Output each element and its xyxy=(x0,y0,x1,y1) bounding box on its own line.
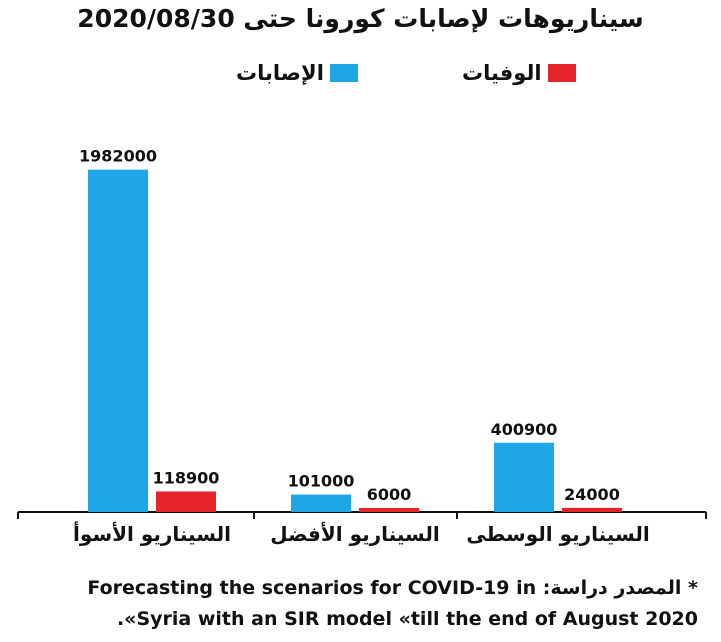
bar-0-2 xyxy=(494,442,554,512)
bar-1-1 xyxy=(359,508,419,512)
footnote-source-line2: Syria with an SIR model «till the end of… xyxy=(116,608,698,630)
category-label-2: السيناريو الوسطى xyxy=(466,522,649,546)
legend-deaths-label: الوفيات xyxy=(462,61,542,85)
bar-value-label-1-0: 118900 xyxy=(153,468,220,487)
bar-value-label-0-0: 1982000 xyxy=(79,147,157,166)
bar-0-1 xyxy=(291,494,351,512)
bar-value-label-1-2: 24000 xyxy=(564,485,620,504)
bar-0-0 xyxy=(88,169,148,512)
bar-value-label-1-1: 6000 xyxy=(367,485,412,504)
legend-infections: الإصابات xyxy=(236,60,358,86)
bar-chart: 1982000 118900 السيناريو الأسوأ 101000 6000 ا… xyxy=(17,147,707,546)
chart-title: سيناريوهات لإصابات كورونا حتى 2020/08/30 xyxy=(77,4,644,33)
legend-deaths: الوفيات xyxy=(462,60,576,86)
footnote-source-line1: * المصدر دراسة: Forecasting the scenario… xyxy=(87,577,698,599)
bar-1-2 xyxy=(562,507,622,512)
legend-deaths-swatch xyxy=(547,64,576,82)
legend-infections-swatch xyxy=(329,64,358,82)
bar-value-label-0-1: 101000 xyxy=(288,472,355,491)
bar-value-label-0-2: 400900 xyxy=(491,420,558,439)
category-label-0: السيناريو الأسوأ xyxy=(73,520,231,546)
category-label-1: السيناريو الأفضل xyxy=(270,521,439,546)
legend-infections-label: الإصابات xyxy=(236,61,324,85)
bar-1-0 xyxy=(156,491,216,512)
